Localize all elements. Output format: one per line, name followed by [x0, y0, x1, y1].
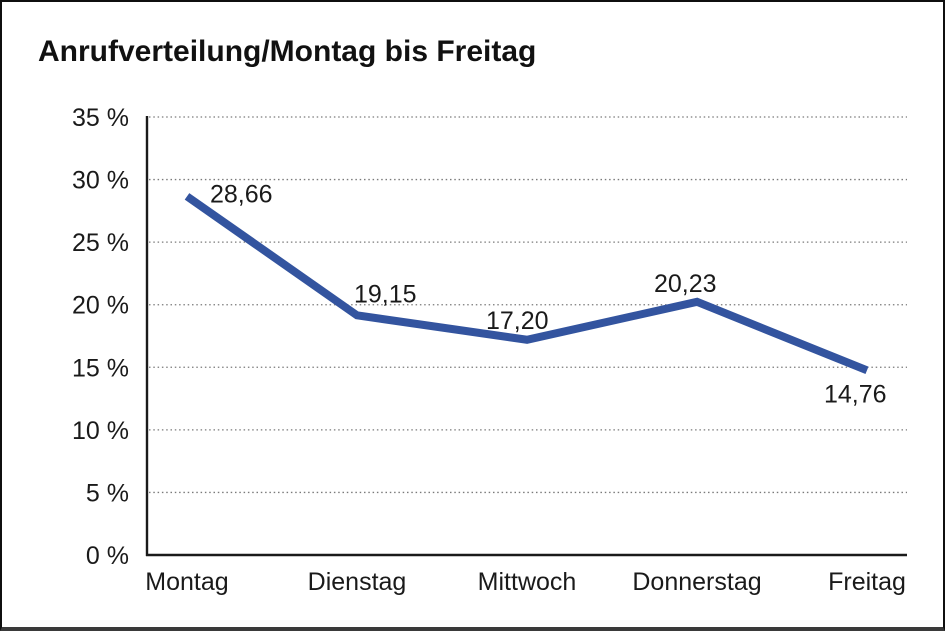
- chart-title: Anrufverteilung/Montag bis Freitag: [38, 35, 537, 68]
- x-tick-label: Mittwoch: [478, 568, 577, 596]
- y-tick-label: 25 %: [72, 229, 129, 257]
- data-label: 28,66: [210, 180, 273, 208]
- y-tick-label: 20 %: [72, 292, 129, 320]
- data-label: 19,15: [354, 280, 417, 308]
- x-tick-label: Dienstag: [308, 568, 407, 596]
- y-tick-label: 0 %: [86, 542, 129, 570]
- series-line: [184, 193, 869, 374]
- x-tick-label: Montag: [145, 568, 228, 596]
- data-label: 17,20: [486, 307, 549, 335]
- y-tick-label: 10 %: [72, 417, 129, 445]
- x-tick-label: Freitag: [828, 568, 906, 596]
- y-tick-label: 35 %: [72, 104, 129, 132]
- y-tick-label: 15 %: [72, 354, 129, 382]
- data-label: 20,23: [654, 270, 717, 298]
- y-tick-label: 5 %: [86, 479, 129, 507]
- x-tick-label: Donnerstag: [632, 568, 761, 596]
- data-label: 14,76: [824, 380, 887, 408]
- y-tick-label: 30 %: [72, 167, 129, 195]
